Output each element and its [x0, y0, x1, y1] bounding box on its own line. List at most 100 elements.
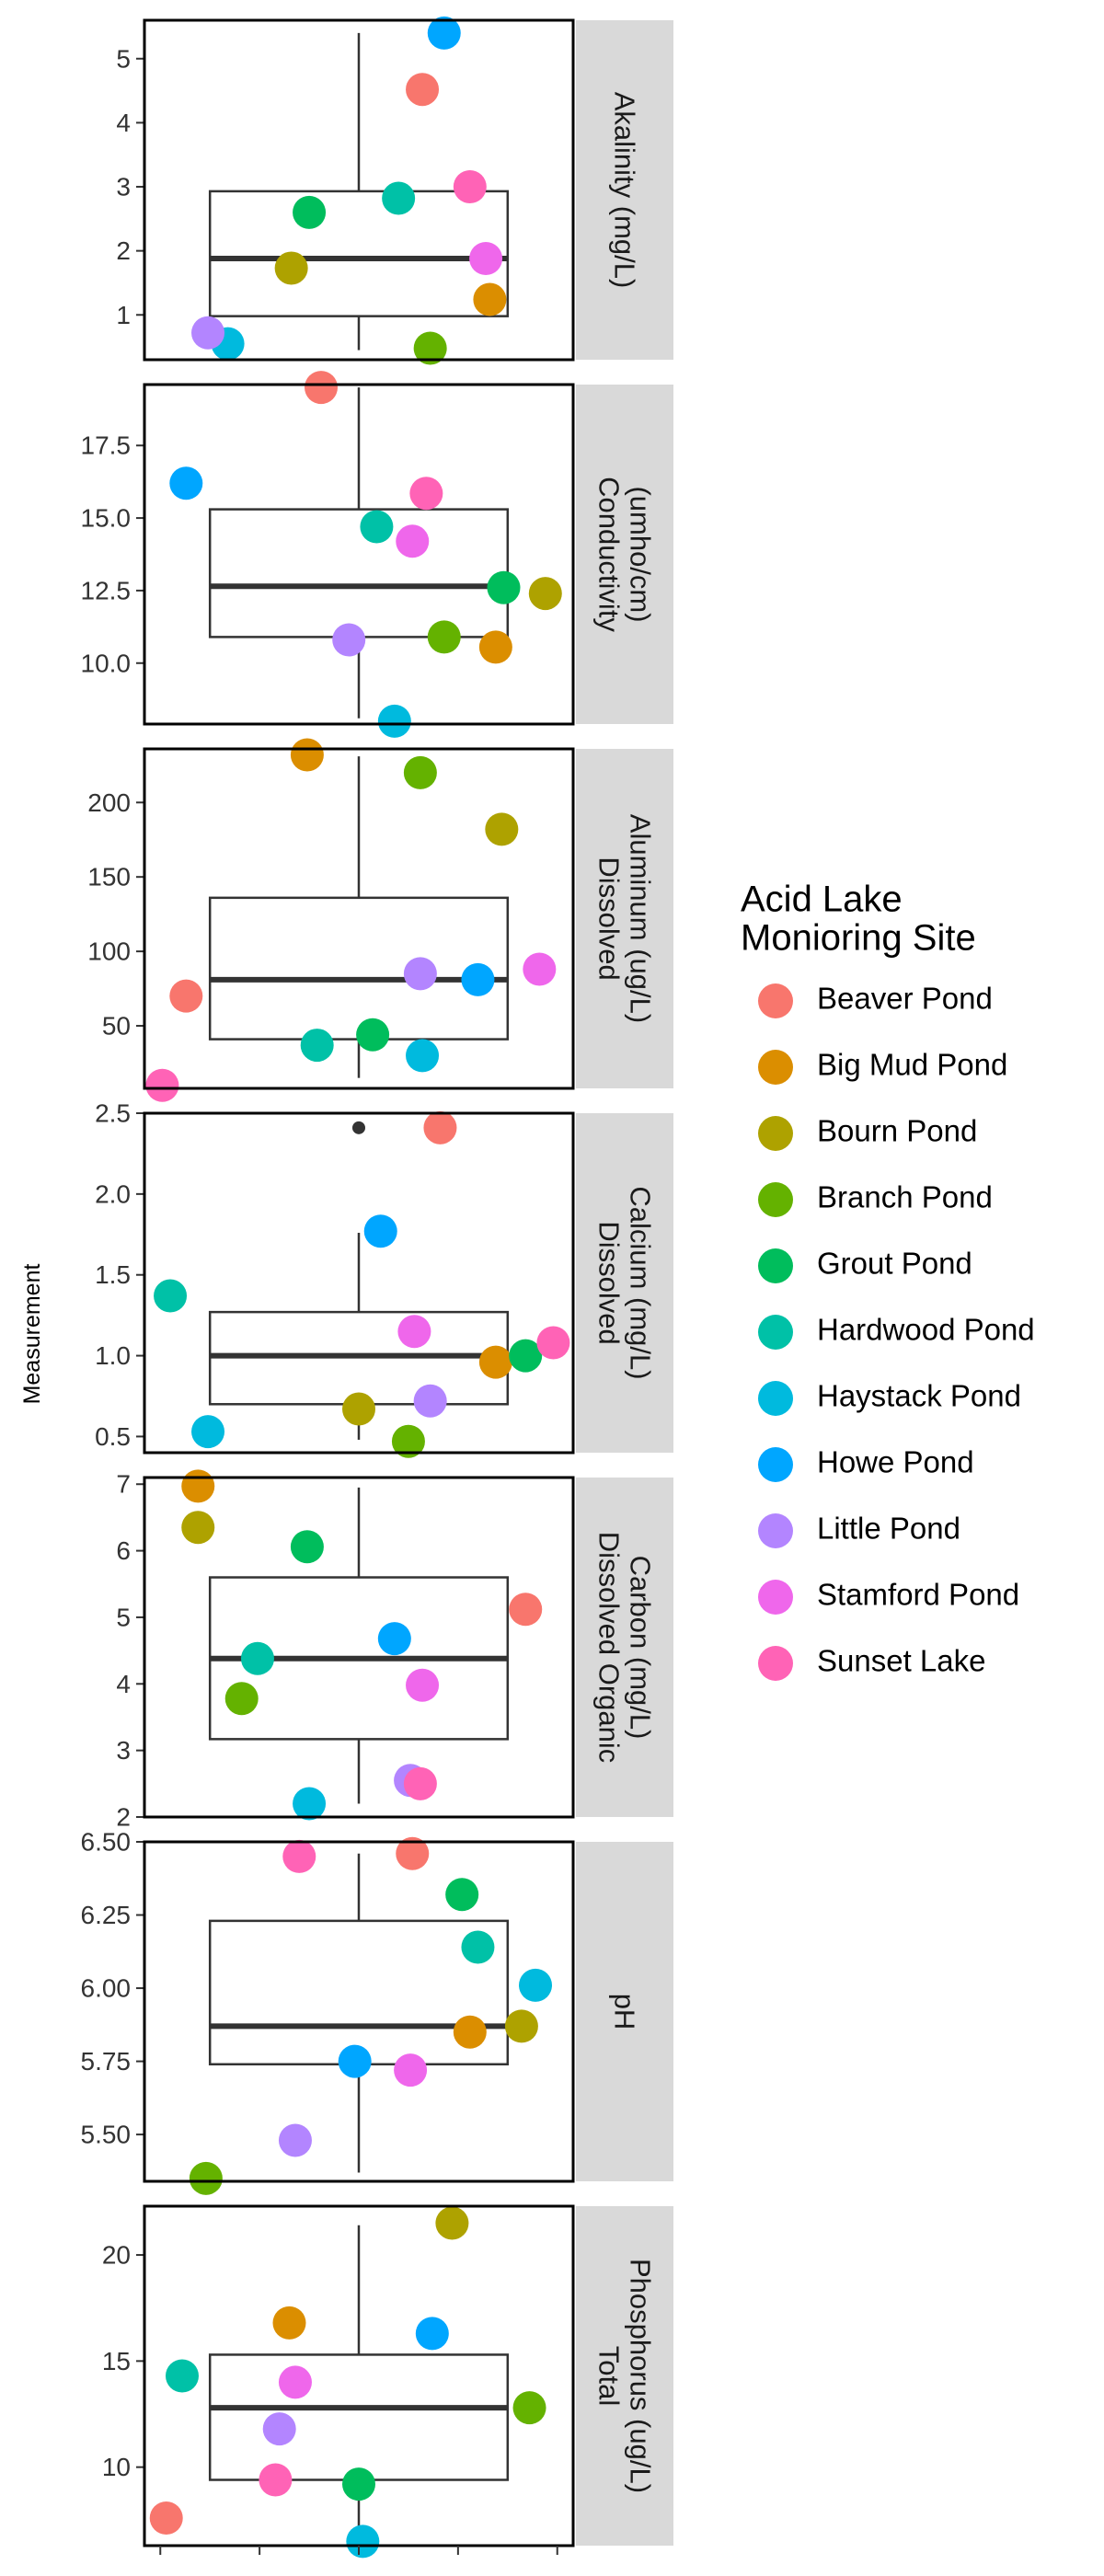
facet-panel: Conductivity (umho/cm) 10.0 12.5 15.0 17.5	[81, 371, 673, 738]
data-point	[435, 2206, 469, 2240]
y-tick-label: 2	[116, 236, 131, 265]
data-point	[191, 1415, 225, 1449]
y-tick-label: 2.5	[95, 1099, 131, 1128]
legend-key	[758, 983, 793, 1018]
y-tick-label: 6.25	[81, 1901, 132, 1929]
data-point	[504, 2009, 538, 2043]
y-tick-label: 6.50	[81, 1828, 132, 1857]
data-point	[423, 1110, 457, 1144]
facet-panel: Dissolved Calcium (mg/L) 0.5 1.0 1.5 2.0 2.5	[95, 1099, 673, 1458]
y-tick-label: 2.0	[95, 1179, 131, 1208]
y-tick-label: 15.0	[81, 504, 132, 533]
data-point	[478, 630, 512, 664]
legend-label: Hardwood Pond	[817, 1313, 1035, 1347]
legend-label: Branch Pond	[817, 1180, 993, 1214]
data-point	[300, 1029, 334, 1063]
data-point	[396, 524, 430, 558]
data-point	[278, 2365, 312, 2399]
legend-label: Howe Pond	[817, 1445, 974, 1479]
legend-key	[758, 1646, 793, 1681]
facet-panel: Dissolved Aluminum (ug/L) 50 100 150 200	[87, 738, 673, 1102]
box	[208, 190, 510, 317]
data-point	[363, 1214, 397, 1248]
data-point	[149, 2501, 183, 2536]
x-axis	[159, 2546, 558, 2555]
data-point	[259, 2463, 293, 2497]
data-point	[469, 241, 503, 275]
data-point	[377, 1622, 411, 1656]
data-point	[509, 1339, 543, 1373]
data-point	[409, 477, 443, 511]
facet-strip-label: Akalinity (mg/L)	[609, 92, 641, 289]
facet-panels: Akalinity (mg/L) 1 2 3 4 5 Conductivity (umho/c…	[81, 16, 673, 2559]
y-tick-label: 12.5	[81, 576, 132, 604]
legend-label: Beaver Pond	[817, 982, 993, 1016]
legend-key	[758, 1580, 793, 1615]
data-point	[461, 1930, 495, 1964]
data-point	[453, 170, 487, 204]
facet-strip-label: Calcium (mg/L)	[625, 1186, 657, 1379]
facet-panel: Akalinity (mg/L) 1 2 3 4 5	[116, 16, 673, 365]
legend-label: Haystack Pond	[817, 1379, 1021, 1413]
data-point	[403, 1766, 437, 1800]
panel-border	[143, 1840, 575, 2183]
y-tick-label: 50	[102, 1012, 131, 1041]
y-tick-label: 1.0	[95, 1341, 131, 1370]
y-tick-label: 5	[116, 44, 131, 73]
facet-strip	[576, 749, 673, 1088]
data-point	[397, 1315, 431, 1349]
legend-key	[758, 1116, 793, 1151]
y-tick-label: 1.5	[95, 1260, 131, 1289]
box	[208, 2353, 510, 2481]
data-point	[332, 623, 366, 657]
legend-label: Grout Pond	[817, 1247, 972, 1281]
data-point	[509, 1593, 543, 1627]
facet-strip	[576, 20, 673, 360]
data-point	[272, 2306, 306, 2340]
data-point	[406, 1668, 440, 1702]
data-point	[478, 1345, 512, 1379]
facet-strip	[576, 385, 673, 724]
data-point	[189, 2161, 223, 2195]
data-point	[427, 620, 461, 654]
data-point	[346, 2524, 380, 2559]
y-tick-label: 200	[87, 788, 131, 817]
data-point	[293, 195, 327, 229]
y-tick-label: 20	[102, 2241, 131, 2270]
y-tick-label: 2	[116, 1803, 131, 1832]
legend-key	[758, 1381, 793, 1416]
y-tick-label: 3	[116, 1736, 131, 1765]
data-point	[278, 2123, 312, 2157]
data-point	[240, 1641, 274, 1675]
panel-border	[143, 1476, 575, 1819]
y-tick-label: 4	[116, 1670, 131, 1698]
data-point	[165, 2359, 199, 2393]
data-point	[360, 510, 394, 544]
data-point	[528, 577, 562, 611]
panel-border	[143, 18, 575, 362]
legend-label: Bourn Pond	[817, 1114, 977, 1148]
outlier-point	[352, 1121, 365, 1134]
data-point	[485, 812, 519, 846]
data-point	[445, 1878, 479, 1912]
y-tick-label: 1	[116, 301, 131, 329]
data-point	[427, 16, 461, 50]
data-point	[181, 1469, 215, 1503]
data-point	[181, 1511, 215, 1545]
legend-key	[758, 1050, 793, 1085]
data-point	[338, 2044, 372, 2078]
data-point	[290, 738, 324, 772]
y-tick-label: 6	[116, 1536, 131, 1565]
data-point	[396, 1836, 430, 1870]
box	[208, 896, 510, 1041]
data-point	[391, 1424, 425, 1458]
y-tick-label: 5.75	[81, 2047, 132, 2076]
data-point	[473, 282, 507, 316]
data-point	[406, 73, 440, 107]
legend-label: Big Mud Pond	[817, 1048, 1007, 1082]
data-point	[406, 1039, 440, 1073]
facet-strip	[576, 1842, 673, 2181]
data-point	[282, 1839, 316, 1873]
data-point	[224, 1682, 259, 1716]
data-point	[461, 962, 495, 996]
